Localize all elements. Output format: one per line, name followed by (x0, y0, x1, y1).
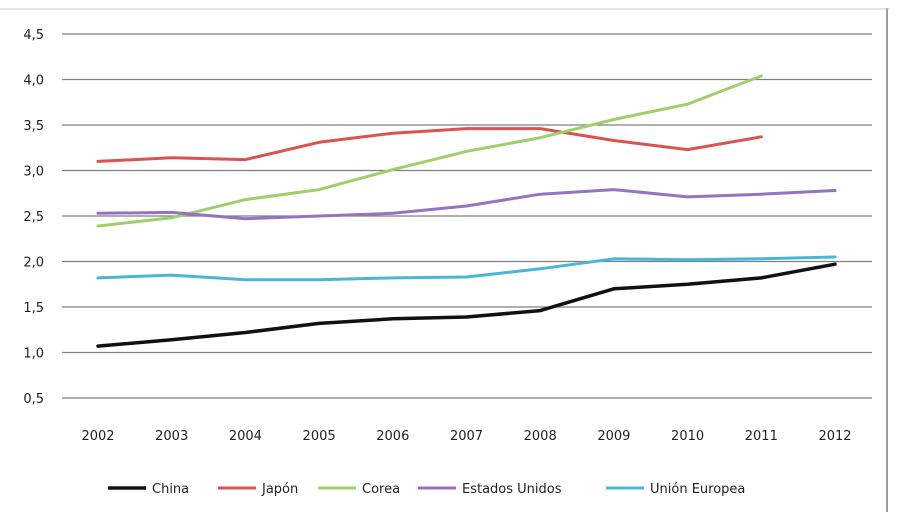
x-tick-label: 2007 (450, 429, 483, 444)
x-tick-label: 2008 (524, 429, 557, 444)
legend-label: Japón (261, 482, 298, 497)
legend: China Japón Corea Estados Unidos Unión Europ… (108, 482, 745, 497)
x-tick-label: 2011 (745, 429, 778, 444)
x-tick-label: 2006 (376, 429, 409, 444)
x-tick-label: 2003 (155, 429, 188, 444)
y-tick-label: 0,5 (23, 392, 44, 407)
gridlines (62, 33, 872, 399)
y-tick-label: 2,0 (23, 256, 44, 271)
x-tick-label: 2004 (229, 429, 262, 444)
y-tick-label: 3,0 (23, 165, 44, 180)
y-tick-label: 2,5 (23, 210, 44, 225)
series-line-2 (96, 127, 763, 163)
series-lines (96, 74, 837, 348)
x-tick-label: 2002 (81, 429, 114, 444)
series-line-4 (96, 188, 837, 221)
y-tick-label: 1,0 (23, 347, 44, 362)
y-axis-ticks: 0,5 1,0 1,5 2,0 2,5 3,0 3,5 4,0 4,5 (23, 28, 44, 407)
y-tick-label: 3,5 (23, 119, 44, 134)
series-line-1 (96, 262, 837, 348)
y-tick-label: 4,0 (23, 74, 44, 89)
x-tick-label: 2010 (671, 429, 704, 444)
x-tick-label: 2005 (303, 429, 336, 444)
x-tick-label: 2009 (597, 429, 630, 444)
y-tick-label: 1,5 (23, 301, 44, 316)
legend-label: Estados Unidos (462, 482, 562, 497)
x-axis-ticks: 2002 2003 2004 2005 2006 2007 2008 2009 2010 2011… (81, 429, 851, 444)
y-tick-label: 4,5 (23, 28, 44, 43)
legend-label: China (152, 482, 189, 497)
legend-label: Unión Europea (650, 482, 745, 497)
series-line-3 (96, 74, 763, 228)
series-line-5 (96, 255, 837, 282)
legend-label: Corea (362, 482, 400, 497)
x-tick-label: 2012 (818, 429, 851, 444)
